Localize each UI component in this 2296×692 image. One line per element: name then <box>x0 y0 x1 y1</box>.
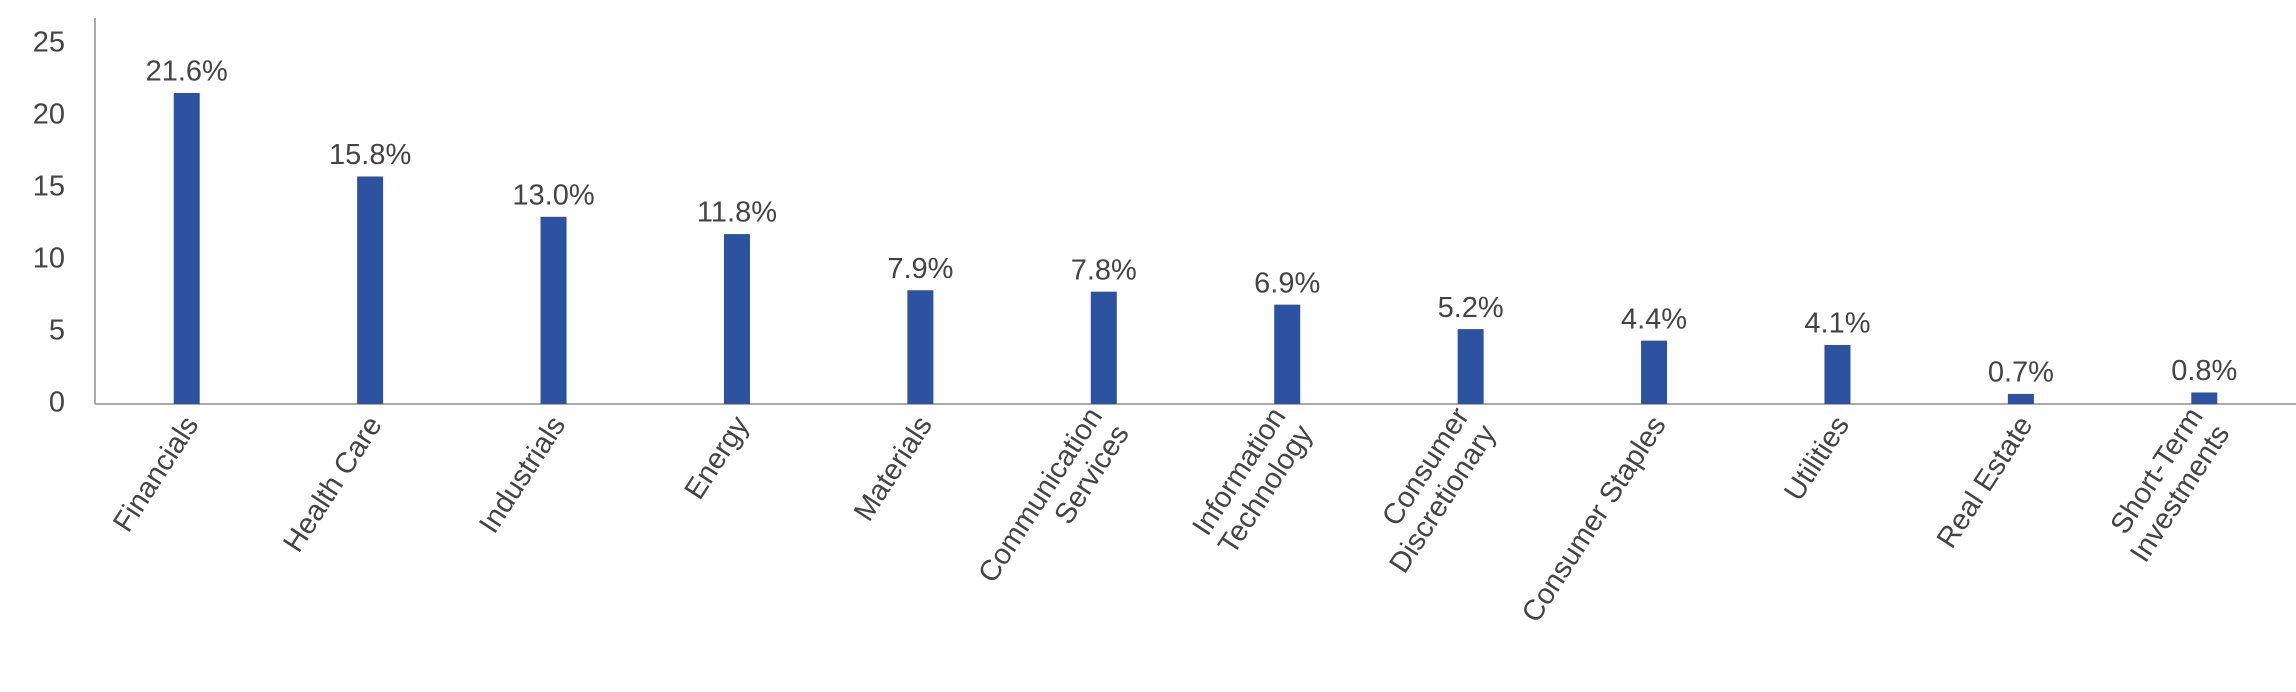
x-tick-label: CommunicationServices <box>972 402 1135 606</box>
x-tick-label-line: Consumer Staples <box>1516 411 1673 629</box>
bar <box>1457 329 1484 404</box>
value-label: 11.8% <box>697 197 777 229</box>
y-tick-label: 0 <box>49 387 65 419</box>
x-tick-label: Energy <box>678 410 755 505</box>
bar <box>723 234 750 404</box>
value-label: 13.0% <box>512 179 594 211</box>
x-tick-label-line: Materials <box>848 411 939 527</box>
y-tick-label: 10 <box>33 243 65 275</box>
x-tick-label-line: Industrials <box>473 411 572 539</box>
value-label: 0.8% <box>2171 355 2237 387</box>
y-tick-label: 20 <box>33 99 65 131</box>
bar <box>173 92 200 405</box>
value-label: 7.8% <box>1071 254 1137 286</box>
x-tick-label-line: Health Care <box>277 411 388 558</box>
value-label: 0.7% <box>1988 357 2054 389</box>
y-tick-label: 25 <box>33 27 65 59</box>
x-tick-label: Health Care <box>277 411 388 558</box>
x-tick-label-line: Real Estate <box>1931 411 2039 554</box>
bar <box>1274 304 1301 404</box>
x-tick-label: Industrials <box>473 411 572 539</box>
bar <box>1090 291 1117 404</box>
x-tick-label: Materials <box>848 411 939 527</box>
bar <box>2191 392 2218 404</box>
x-tick-label: Real Estate <box>1931 411 2039 554</box>
bar <box>1824 344 1851 404</box>
x-tick-label: InformationTechnology <box>1185 401 1319 559</box>
bar <box>540 216 567 404</box>
bar <box>907 290 934 404</box>
value-label: 21.6% <box>146 56 228 88</box>
value-label: 6.9% <box>1254 267 1320 299</box>
x-tick-label-line: Financials <box>107 411 205 538</box>
x-tick-label-line: Energy <box>678 410 755 505</box>
y-tick-label: 15 <box>33 171 65 203</box>
bar <box>2007 393 2034 404</box>
value-label: 15.8% <box>329 139 411 171</box>
value-label: 4.1% <box>1804 308 1870 340</box>
x-tick-label: Consumer Staples <box>1516 411 1673 629</box>
x-tick-label: ConsumerDiscretionary <box>1357 401 1503 578</box>
x-tick-label-line: Utilities <box>1778 411 1856 507</box>
value-label: 7.9% <box>887 253 953 285</box>
bar <box>1641 340 1668 404</box>
value-label: 4.4% <box>1621 303 1687 335</box>
x-tick-label: Short-TermInvestments <box>2097 402 2236 568</box>
x-tick-label: Utilities <box>1778 411 1856 507</box>
y-tick-label: 5 <box>49 315 65 347</box>
bar <box>357 176 384 404</box>
x-tick-label: Financials <box>107 411 205 538</box>
value-label: 5.2% <box>1438 292 1504 324</box>
